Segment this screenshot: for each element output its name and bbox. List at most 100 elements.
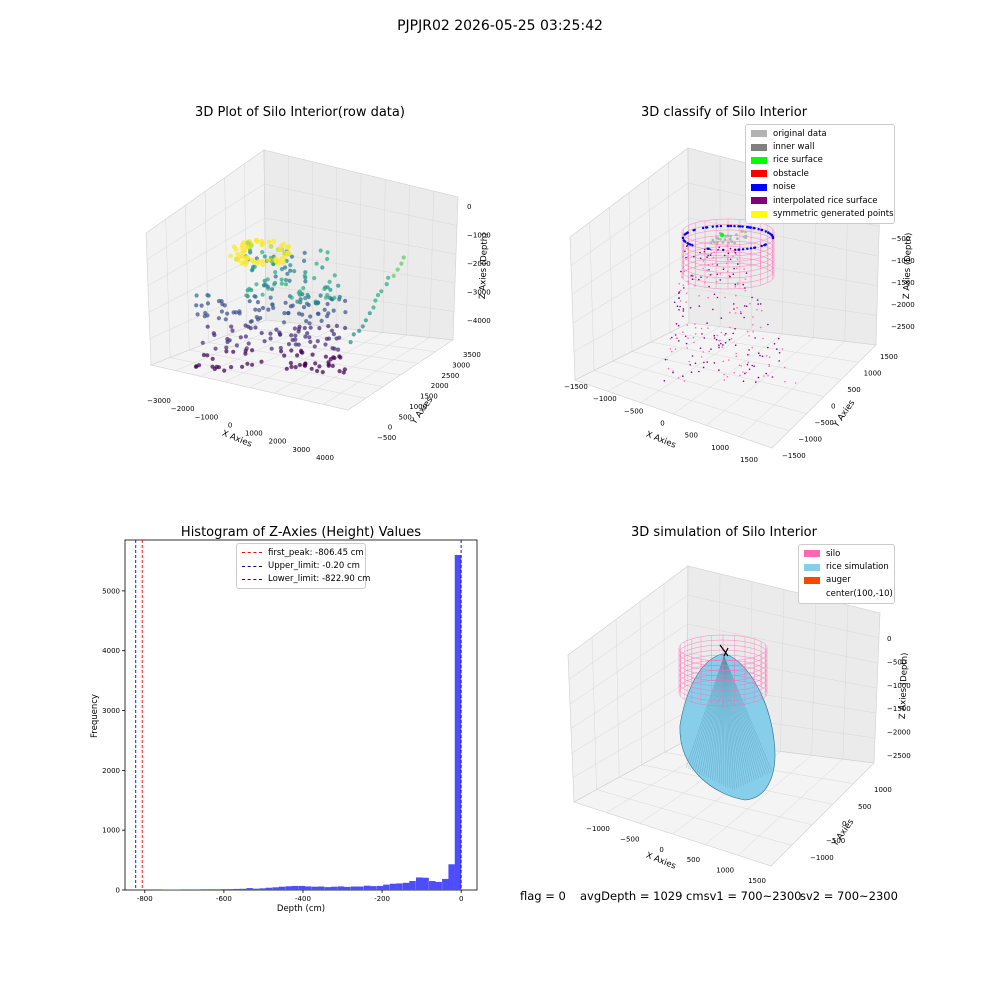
panel1-y-tick-4: 1500 xyxy=(420,393,438,401)
histogram-ytick-3: 3000 xyxy=(102,707,120,715)
panel1-y-tick-0: −500 xyxy=(377,434,396,442)
panel2-y-tick-0: −1500 xyxy=(782,452,806,460)
histogram-ytick-4: 4000 xyxy=(102,647,120,655)
histogram-bar xyxy=(383,884,390,890)
panel2-title: 3D classify of Silo Interior xyxy=(641,105,808,120)
histogram-bar xyxy=(278,886,286,890)
panel4-z-tick-1: −500 xyxy=(887,658,906,666)
legend-item-noise: noise xyxy=(751,181,889,194)
panel1-y-tick-6: 2500 xyxy=(442,372,460,380)
panel4-z-tick-4: −2000 xyxy=(887,729,911,737)
histogram-ylabel: Frequency xyxy=(90,694,100,738)
panel4-y-tick-3: 500 xyxy=(858,803,871,811)
histogram-bar xyxy=(207,889,214,890)
histogram-bar xyxy=(330,886,338,890)
histogram-bar xyxy=(252,888,260,890)
histogram-xtick-4: 0 xyxy=(459,895,463,903)
legend-item-obstacle: obstacle xyxy=(751,167,889,180)
histogram-bar xyxy=(239,888,247,890)
panel1-title: 3D Plot of Silo Interior(row data) xyxy=(195,105,405,120)
panel2-z-tick-3: −2000 xyxy=(891,301,915,309)
status-flag: flag = 0 xyxy=(520,889,566,903)
panel2-x-tick-6: 1500 xyxy=(740,456,758,464)
panel1-x-tick-4: 1000 xyxy=(245,430,263,438)
panel2-y-tick-3: 0 xyxy=(831,403,835,411)
panel1-y-tick-7: 3000 xyxy=(452,361,470,369)
panel-simulation-3d: 3D simulation of Silo Interior −1000 −500… xyxy=(567,525,911,885)
panel1-z-tick-4: −4000 xyxy=(467,317,491,325)
status-sv2: sv2 = 700~2300 xyxy=(800,889,898,903)
panel1-y-tick-5: 2000 xyxy=(431,382,449,390)
histogram-ytick-5: 5000 xyxy=(102,587,120,595)
panel2-legend: original data inner wall rice surface ob… xyxy=(745,124,895,224)
histogram-bar xyxy=(194,889,201,890)
histogram-bar xyxy=(448,864,455,890)
panel1-y-tick-1: 0 xyxy=(388,424,392,432)
histogram-bar xyxy=(422,877,429,890)
panel-classify-3d: 3D classify of Silo Interior −1500 −1000 −… xyxy=(564,105,915,464)
histogram-xtick-1: -600 xyxy=(216,895,232,903)
histogram-bar xyxy=(324,887,332,890)
panel4-xlabel: X Axies xyxy=(644,851,677,872)
histogram-bar xyxy=(259,888,266,890)
histogram-bar xyxy=(409,881,416,890)
histogram-bar xyxy=(226,889,234,890)
histogram-bar xyxy=(220,889,227,890)
histogram-bar xyxy=(402,882,410,890)
status-avg-depth: avgDepth = 1029 cmsv1 = 700~2300 xyxy=(580,889,802,903)
panel2-y-tick-2: −500 xyxy=(815,419,834,427)
panel2-y-tick-5: 1000 xyxy=(864,370,882,378)
panel1-x-tick-5: 2000 xyxy=(269,438,287,446)
histogram-bar xyxy=(213,889,221,890)
panel1-x-tick-3: 0 xyxy=(228,421,232,429)
histogram-bar xyxy=(415,877,423,890)
histogram-bar xyxy=(265,887,273,890)
histogram-bar xyxy=(298,885,306,890)
histogram-legend: first_peak: -806.45 cm Upper_limit: -0.2… xyxy=(236,543,370,590)
panel2-y-tick-4: 500 xyxy=(847,386,860,394)
histogram-xtick-3: -200 xyxy=(374,895,390,903)
panel1-z-tick-1: −1000 xyxy=(467,232,491,240)
panel1-y-tick-3: 1000 xyxy=(409,403,427,411)
panel4-x-tick-3: 500 xyxy=(687,856,700,864)
legend-item-center: center(100,-10) xyxy=(826,588,893,599)
histogram-bar xyxy=(187,889,194,890)
panel4-z-tick-5: −2500 xyxy=(887,752,911,760)
panel1-y-tick-8: 3500 xyxy=(463,351,481,359)
panel2-z-tick-2: −1500 xyxy=(891,279,915,287)
histogram-bar xyxy=(291,885,299,890)
panel2-z-tick-0: −500 xyxy=(891,235,910,243)
legend-item-interpolated: interpolated rice surface xyxy=(751,194,889,207)
legend-item-inner-wall: inner wall xyxy=(751,140,889,153)
panel4-y-tick-2: 0 xyxy=(842,820,846,828)
legend-item-lower-limit: Lower_limit: -822.90 cm xyxy=(242,573,370,586)
panel1-z-tick-2: −2000 xyxy=(467,260,491,268)
histogram-ytick-1: 1000 xyxy=(102,827,120,835)
histogram-bar xyxy=(344,886,351,890)
panel2-y-tick-6: 1500 xyxy=(880,353,898,361)
panel4-x-tick-2: 0 xyxy=(659,846,663,854)
panel4-x-tick-0: −1000 xyxy=(586,825,610,833)
panel2-y-tick-1: −1000 xyxy=(798,436,822,444)
histogram-bar xyxy=(311,886,319,890)
histogram-bar xyxy=(337,886,345,890)
auger-marker xyxy=(719,644,729,657)
histogram-bar xyxy=(272,887,279,890)
panel4-x-tick-1: −500 xyxy=(620,835,639,843)
histogram-bar xyxy=(396,883,403,890)
panel4-x-tick-4: 1000 xyxy=(716,867,734,875)
panel1-zlabel: Z Axies (Depth) xyxy=(478,232,490,299)
panel2-z-tick-1: −1000 xyxy=(891,257,915,265)
histogram-bar xyxy=(246,888,253,890)
histogram-ytick-2: 2000 xyxy=(102,767,120,775)
panel1-x-tick-0: −3000 xyxy=(147,397,171,405)
panel2-xlabel: X Axies xyxy=(644,430,677,451)
histogram-bar xyxy=(429,881,436,890)
histogram-bar xyxy=(285,886,293,890)
panel1-y-tick-2: 500 xyxy=(399,413,412,421)
legend-item-first-peak: first_peak: -806.45 cm xyxy=(242,546,364,559)
panel1-x-tick-2: −1000 xyxy=(195,413,219,421)
histogram-bar xyxy=(454,554,462,890)
panel2-x-tick-2: −500 xyxy=(624,407,643,415)
legend-item-auger: auger xyxy=(804,574,889,587)
